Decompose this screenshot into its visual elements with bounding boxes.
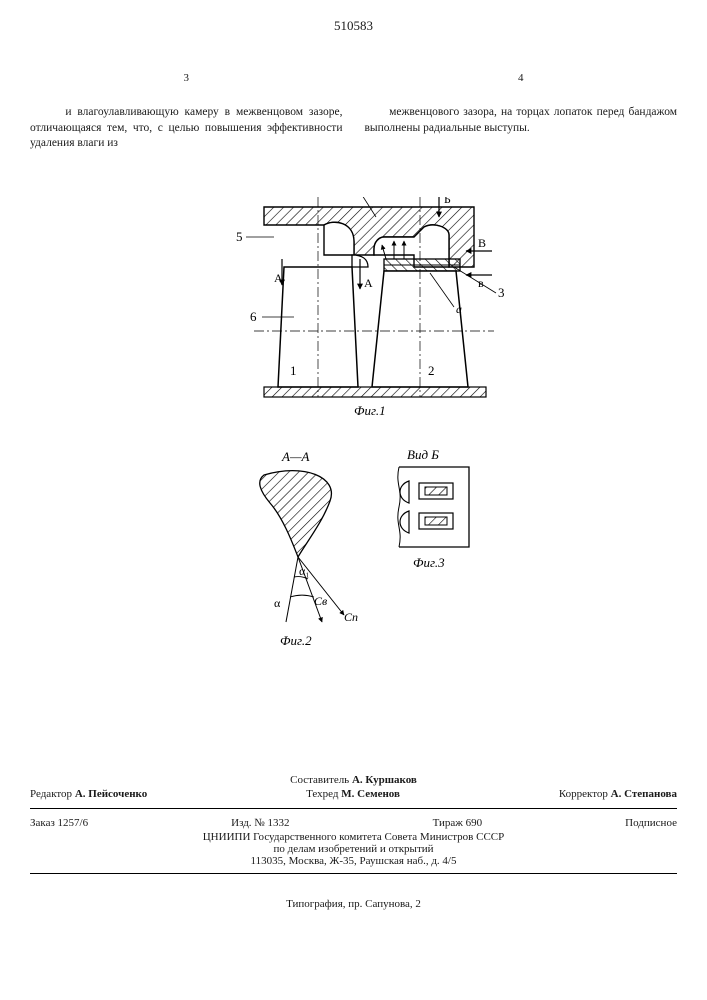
fig1: А А Б В в [236, 197, 505, 418]
two-column-text: 3 и влагоулавливающую камеру в межвенцов… [30, 40, 677, 167]
fig1-label-5: 5 [236, 229, 243, 244]
fig1-label-v: в [478, 276, 484, 290]
tech-label: Техред [306, 788, 338, 800]
section-A-left: А [274, 259, 283, 285]
compiler-name: А. Куршаков [352, 774, 417, 786]
fig1-label-B1: Б [444, 197, 451, 206]
fig3: Вид Б Фиг.3 [397, 447, 468, 570]
tech-name: М. Семенов [341, 788, 400, 800]
fig3-caption: Фиг.3 [413, 555, 445, 570]
colophon: Составитель А. Куршаков Редактор А. Пейс… [30, 774, 677, 880]
right-column: 4 межвенцового зазора, на торцах лопаток… [365, 40, 678, 167]
fig2-alpha: α [274, 596, 281, 610]
figures-svg: А А Б В в [174, 197, 534, 727]
fig1-label-A2: А [364, 276, 373, 290]
editor-label: Редактор [30, 788, 72, 800]
order-number: Заказ 1257/6 [30, 817, 88, 829]
corr-label: Корректор [559, 788, 608, 800]
fig3-view-title: Вид Б [407, 447, 439, 462]
fig1-label-3: 3 [498, 285, 505, 300]
left-column-text: и влагоулавливающую камеру в межвенцовом… [30, 106, 345, 149]
compiler-label: Составитель [290, 774, 349, 786]
page-number-left: 3 [30, 71, 343, 86]
fig2-Cp: Cп [344, 610, 358, 624]
left-column: 3 и влагоулавливающую камеру в межвенцов… [30, 40, 343, 167]
fig2: А—А α₁ α Cв Cп Фиг.2 [259, 449, 357, 648]
org1: ЦНИИПИ Государственного комитета Совета … [30, 831, 677, 843]
fig2-Cv: Cв [314, 594, 327, 608]
fig2-alpha1: α₁ [299, 564, 309, 578]
typography-line: Типография, пр. Сапунова, 2 [30, 898, 677, 910]
fig1-caption: Фиг.1 [354, 403, 386, 418]
right-column-text: межвенцового зазора, на торцах лопаток п… [365, 106, 680, 134]
addr: 113035, Москва, Ж-35, Раушская наб., д. … [30, 855, 677, 867]
fig1-label-1: 1 [290, 363, 297, 378]
org2: по делам изобретений и открытий [30, 843, 677, 855]
tirazh: Тираж 690 [433, 817, 483, 829]
fig1-label-2: 2 [428, 363, 435, 378]
fig1-label-6: 6 [250, 309, 257, 324]
izd-number: Изд. № 1332 [231, 817, 289, 829]
page-number-right: 4 [365, 71, 678, 86]
sign: Подписное [625, 817, 677, 829]
corr-name: А. Степанова [611, 788, 677, 800]
patent-number: 510583 [30, 18, 677, 34]
fig2-section-title: А—А [281, 449, 310, 464]
editor-name: А. Пейсоченко [75, 788, 147, 800]
figures-block: А А Б В в [30, 197, 677, 727]
fig1-label-B2: В [478, 236, 486, 250]
fig1-label-a: а [456, 302, 462, 316]
fig2-caption: Фиг.2 [280, 633, 312, 648]
fig1-label-A1: А [274, 271, 283, 285]
